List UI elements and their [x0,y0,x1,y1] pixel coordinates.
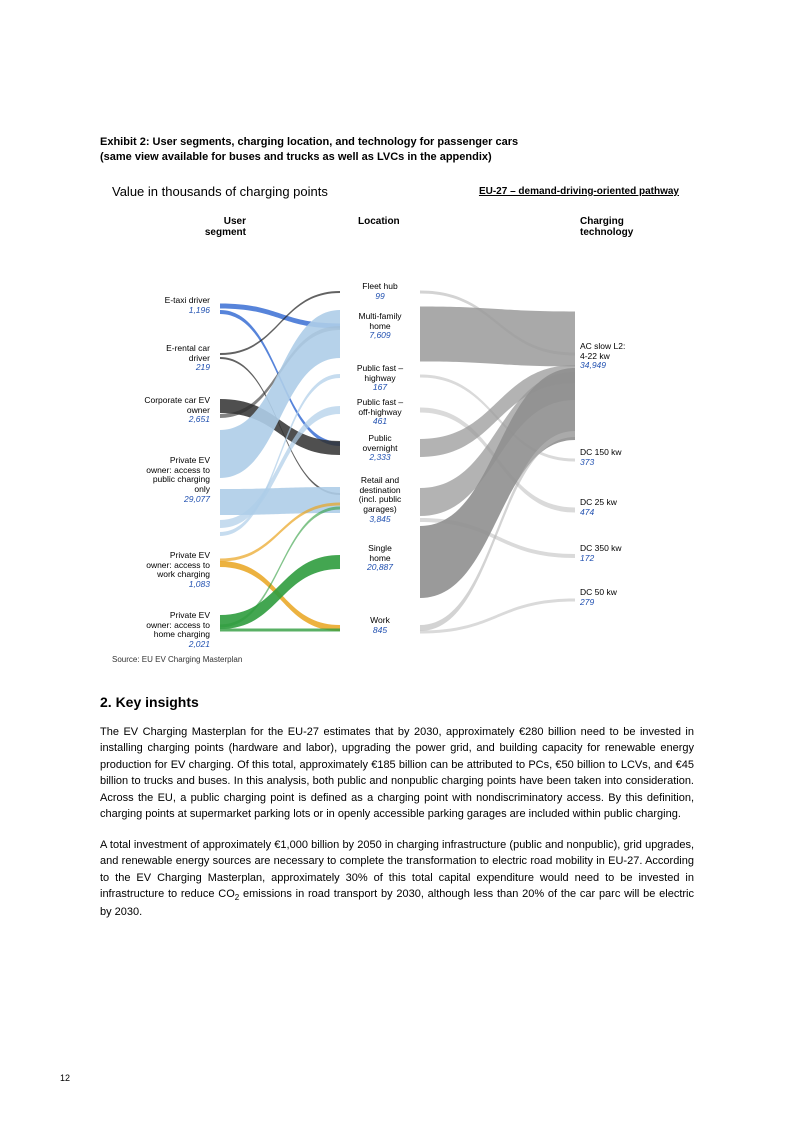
technology-0: AC slow L2:4-22 kw34,949 [580,342,670,371]
location-1: Multi-familyhome7,609 [340,312,420,341]
user-segment-3: Private EVowner: access topublic chargin… [110,456,210,505]
user-segment-2: Corporate car EVowner2,651 [110,396,210,425]
col-header-location: Location [358,216,400,227]
user-segment-1: E-rental cardriver219 [110,344,210,373]
section-heading: 2. Key insights [100,694,694,710]
user-segment-4: Private EVowner: access towork charging1… [110,551,210,590]
location-5: Retail anddestination(incl. publicgarage… [340,476,420,525]
technology-3: DC 350 kw172 [580,544,670,564]
body-para-2: A total investment of approximately €1,0… [100,837,694,921]
user-segment-5: Private EVowner: access tohome charging2… [110,611,210,650]
chart-subtitle: EU-27 – demand-driving-oriented pathway [479,186,679,197]
technology-2: DC 25 kw474 [580,498,670,518]
location-7: Work845 [340,616,420,636]
sankey-chart: Value in thousands of charging points EU… [100,184,694,664]
chart-source: Source: EU EV Charging Masterplan [112,655,242,664]
chart-title: Value in thousands of charging points [112,184,328,199]
location-2: Public fast –highway167 [340,364,420,393]
technology-1: DC 150 kw373 [580,448,670,468]
user-segment-0: E-taxi driver1,196 [110,296,210,316]
exhibit-title: Exhibit 2: User segments, charging locat… [100,135,694,166]
page-number: 12 [60,1073,70,1083]
location-6: Singlehome20,887 [340,544,420,573]
location-4: Publicovernight2,333 [340,434,420,463]
location-3: Public fast –off-highway461 [340,398,420,427]
technology-4: DC 50 kw279 [580,588,670,608]
body-para-1: The EV Charging Masterplan for the EU-27… [100,724,694,823]
location-0: Fleet hub99 [340,282,420,302]
